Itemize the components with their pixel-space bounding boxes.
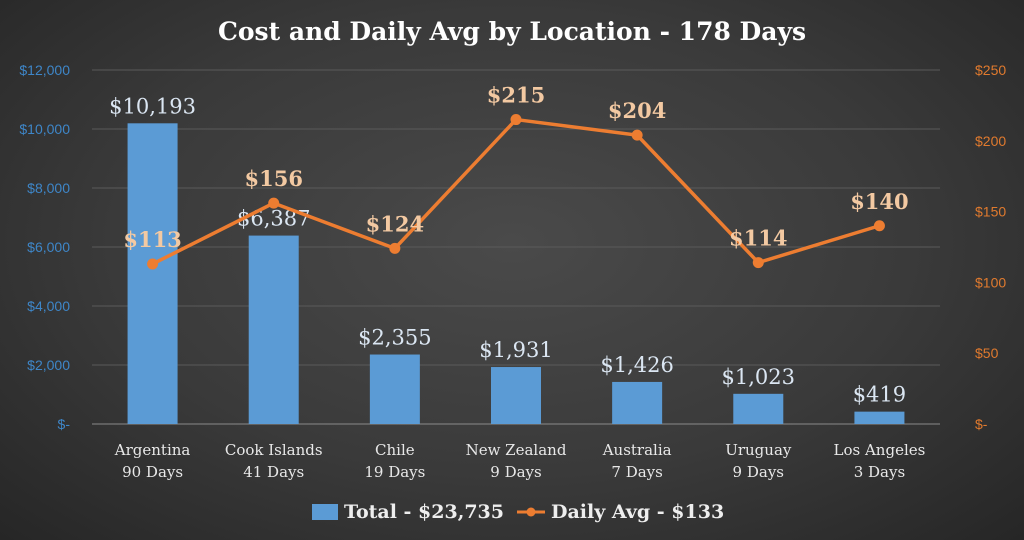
- bar-data-label: $10,193: [109, 94, 196, 118]
- right-tick-label: $100: [975, 274, 1006, 290]
- bar: [369, 354, 420, 424]
- bar: [491, 367, 541, 424]
- bar-data-label: $6,387: [237, 207, 310, 231]
- line-point: [873, 220, 885, 232]
- line-point: [389, 242, 401, 254]
- line-point: [631, 129, 643, 141]
- bar-data-label: $419: [853, 383, 906, 407]
- line-data-label: $114: [729, 226, 787, 251]
- bar-data-labels: $10,193 $6,387 $2,355 $1,931 $1,426 $1,023 $41…: [109, 94, 906, 406]
- category-days: 41 Days: [243, 463, 304, 481]
- line-data-label: $156: [244, 166, 302, 191]
- category-name: New Zealand: [466, 441, 567, 459]
- bar: [612, 381, 663, 424]
- right-tick-label: $200: [975, 133, 1006, 149]
- category-label: Uruguay 9 Days: [725, 441, 792, 481]
- line-series: [147, 114, 885, 270]
- category-days: 19 Days: [364, 463, 425, 481]
- category-days: 9 Days: [490, 463, 541, 481]
- left-tick-label: $6,000: [27, 239, 70, 255]
- category-days: 9 Days: [733, 463, 784, 481]
- left-axis: $- $2,000 $4,000 $6,000 $8,000 $10,000 $12,000: [19, 62, 70, 432]
- right-axis: $- $50 $100 $150 $200 $250: [975, 62, 1006, 432]
- line-point: [752, 257, 764, 269]
- legend-line-label: Daily Avg - $133: [551, 501, 724, 523]
- line-point: [510, 114, 522, 126]
- category-name: Australia: [602, 441, 672, 459]
- category-label: Australia 7 Days: [602, 441, 672, 481]
- legend-bar-swatch: [312, 504, 338, 520]
- line-data-labels: $113 $156 $124 $215 $204 $114 $140: [123, 83, 908, 252]
- bar: [733, 393, 784, 424]
- left-tick-label: $12,000: [19, 62, 70, 78]
- left-tick-label: $-: [58, 416, 71, 432]
- bar-series: [127, 123, 905, 424]
- bar-data-label: $1,023: [722, 365, 795, 389]
- category-days: 7 Days: [611, 463, 662, 481]
- bar-data-label: $1,931: [479, 338, 552, 362]
- category-label: Argentina 90 Days: [114, 441, 191, 481]
- right-tick-label: $150: [975, 204, 1006, 220]
- category-name: Argentina: [114, 441, 191, 459]
- line-data-label: $215: [487, 83, 545, 108]
- bar-data-label: $1,426: [600, 353, 673, 377]
- category-name: Cook Islands: [225, 441, 323, 459]
- category-label: Los Angeles 3 Days: [834, 441, 926, 481]
- line-data-label: $204: [608, 98, 666, 123]
- legend-line-marker: [526, 507, 536, 517]
- bar: [854, 411, 905, 424]
- right-tick-label: $250: [975, 62, 1006, 78]
- gridlines: [92, 69, 940, 425]
- right-tick-label: $-: [975, 416, 988, 432]
- category-name: Chile: [375, 441, 415, 459]
- left-tick-label: $2,000: [27, 357, 70, 373]
- category-label: Cook Islands 41 Days: [225, 441, 323, 481]
- line-point: [268, 197, 280, 209]
- category-name: Uruguay: [725, 441, 792, 459]
- left-tick-label: $4,000: [27, 298, 70, 314]
- line-data-label: $140: [850, 189, 908, 214]
- category-label: Chile 19 Days: [364, 441, 425, 481]
- legend-bar-label: Total - $23,735: [344, 501, 504, 523]
- bar: [248, 235, 299, 424]
- line-data-label: $113: [123, 227, 181, 252]
- left-tick-label: $10,000: [19, 121, 70, 137]
- right-tick-label: $50: [975, 345, 999, 361]
- chart-title: Cost and Daily Avg by Location - 178 Day…: [218, 17, 806, 46]
- category-days: 3 Days: [854, 463, 905, 481]
- left-tick-label: $8,000: [27, 180, 70, 196]
- bar: [127, 123, 178, 424]
- legend: Total - $23,735 Daily Avg - $133: [312, 501, 724, 523]
- category-label: New Zealand 9 Days: [466, 441, 567, 481]
- line-point: [147, 258, 159, 270]
- line-data-label: $124: [366, 211, 424, 236]
- category-name: Los Angeles: [834, 441, 926, 459]
- bar-data-label: $2,355: [358, 326, 431, 350]
- category-days: 90 Days: [122, 463, 183, 481]
- category-axis: Argentina 90 Days Cook Islands 41 Days Chile…: [114, 441, 926, 481]
